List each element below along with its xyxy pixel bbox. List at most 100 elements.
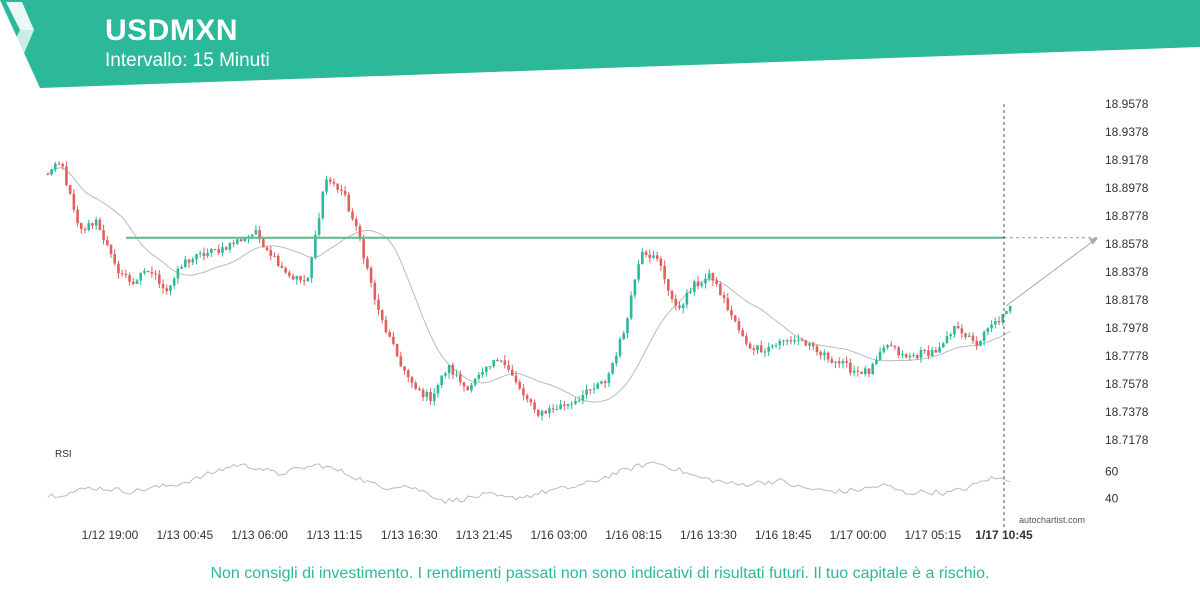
chart-header: USDMXN Intervallo: 15 Minuti <box>0 0 1200 90</box>
time-tick-label: 1/13 16:30 <box>381 528 438 542</box>
candle-body <box>395 343 399 357</box>
candle <box>161 279 165 294</box>
price-tick-label: 18.8178 <box>1105 293 1149 307</box>
candle <box>172 276 176 290</box>
candle <box>254 224 258 235</box>
candle-body <box>510 369 514 376</box>
candle-body <box>94 219 98 226</box>
candle <box>941 341 945 348</box>
candle <box>860 371 863 374</box>
candle <box>566 403 570 410</box>
candle-body <box>492 360 496 367</box>
candle <box>377 294 380 316</box>
candle <box>228 242 232 253</box>
candle <box>291 273 295 280</box>
candle-body <box>265 247 269 251</box>
candle-body <box>886 345 889 348</box>
candle <box>336 183 339 193</box>
candle-body <box>655 255 659 259</box>
candle-body <box>198 253 202 255</box>
candle <box>135 278 139 285</box>
candle-body <box>726 298 730 311</box>
candle-body <box>369 268 373 283</box>
price-tick-label: 18.7978 <box>1105 321 1149 335</box>
candle-body <box>644 251 648 255</box>
candle <box>626 316 629 339</box>
candle <box>206 248 209 259</box>
candle <box>388 329 391 338</box>
candle <box>540 409 544 421</box>
candle-body <box>592 388 596 390</box>
candle <box>726 293 730 312</box>
candle-body <box>447 365 451 374</box>
candle <box>87 219 91 232</box>
candle-body <box>444 373 447 376</box>
candle-body <box>912 355 915 357</box>
candle-body <box>481 371 484 375</box>
candle-body <box>128 275 131 282</box>
time-tick-label: 1/16 13:30 <box>680 528 737 542</box>
candle-body <box>849 362 852 373</box>
candle-body <box>418 388 421 390</box>
candle <box>823 349 826 361</box>
candle-body <box>347 194 351 212</box>
candle-body <box>87 223 91 230</box>
candle <box>425 389 429 402</box>
candle-body <box>373 282 377 300</box>
price-tick-label: 18.8378 <box>1105 265 1149 279</box>
candle-body <box>206 252 209 256</box>
candle-body <box>979 340 982 346</box>
candle <box>321 191 325 221</box>
candle <box>440 375 443 389</box>
candle <box>986 327 990 336</box>
candle-body <box>65 166 68 186</box>
candle <box>180 264 183 269</box>
candle <box>808 342 811 351</box>
candle-body <box>901 354 904 356</box>
candle-body <box>904 354 908 358</box>
candle-body <box>392 336 395 344</box>
candle-body <box>180 267 183 269</box>
candle-body <box>336 183 339 190</box>
candle-body <box>280 265 284 269</box>
candle <box>927 345 930 359</box>
candle-body <box>102 230 105 241</box>
candle <box>559 399 562 410</box>
candle-body <box>533 402 536 410</box>
candle <box>525 393 529 403</box>
candle <box>975 336 979 350</box>
candle-body <box>800 339 804 341</box>
candle <box>317 212 321 237</box>
candle <box>369 265 373 288</box>
candle <box>533 399 536 413</box>
candle <box>574 397 577 405</box>
candle <box>79 222 83 234</box>
candle-body <box>195 254 198 260</box>
candle <box>328 176 332 185</box>
candle <box>837 357 841 368</box>
candle <box>139 272 143 286</box>
candle <box>797 334 800 346</box>
candle-body <box>774 345 778 347</box>
candle-body <box>146 270 150 272</box>
rsi-line <box>47 461 1011 505</box>
candle-body <box>923 349 926 351</box>
candle <box>930 346 934 357</box>
candle-body <box>228 242 232 250</box>
candle-body <box>559 404 562 410</box>
candle-body <box>990 324 993 329</box>
candle <box>863 365 867 377</box>
candle <box>555 404 559 411</box>
candle-body <box>752 348 756 351</box>
candle <box>551 403 555 414</box>
candle <box>347 192 351 213</box>
candle <box>458 370 462 386</box>
candle <box>993 317 997 329</box>
candle-body <box>258 230 261 240</box>
candle-body <box>317 218 321 235</box>
candle-body <box>79 223 83 230</box>
candle <box>191 256 195 265</box>
candle-body <box>986 328 990 333</box>
candle <box>852 365 856 377</box>
candle <box>689 287 692 294</box>
